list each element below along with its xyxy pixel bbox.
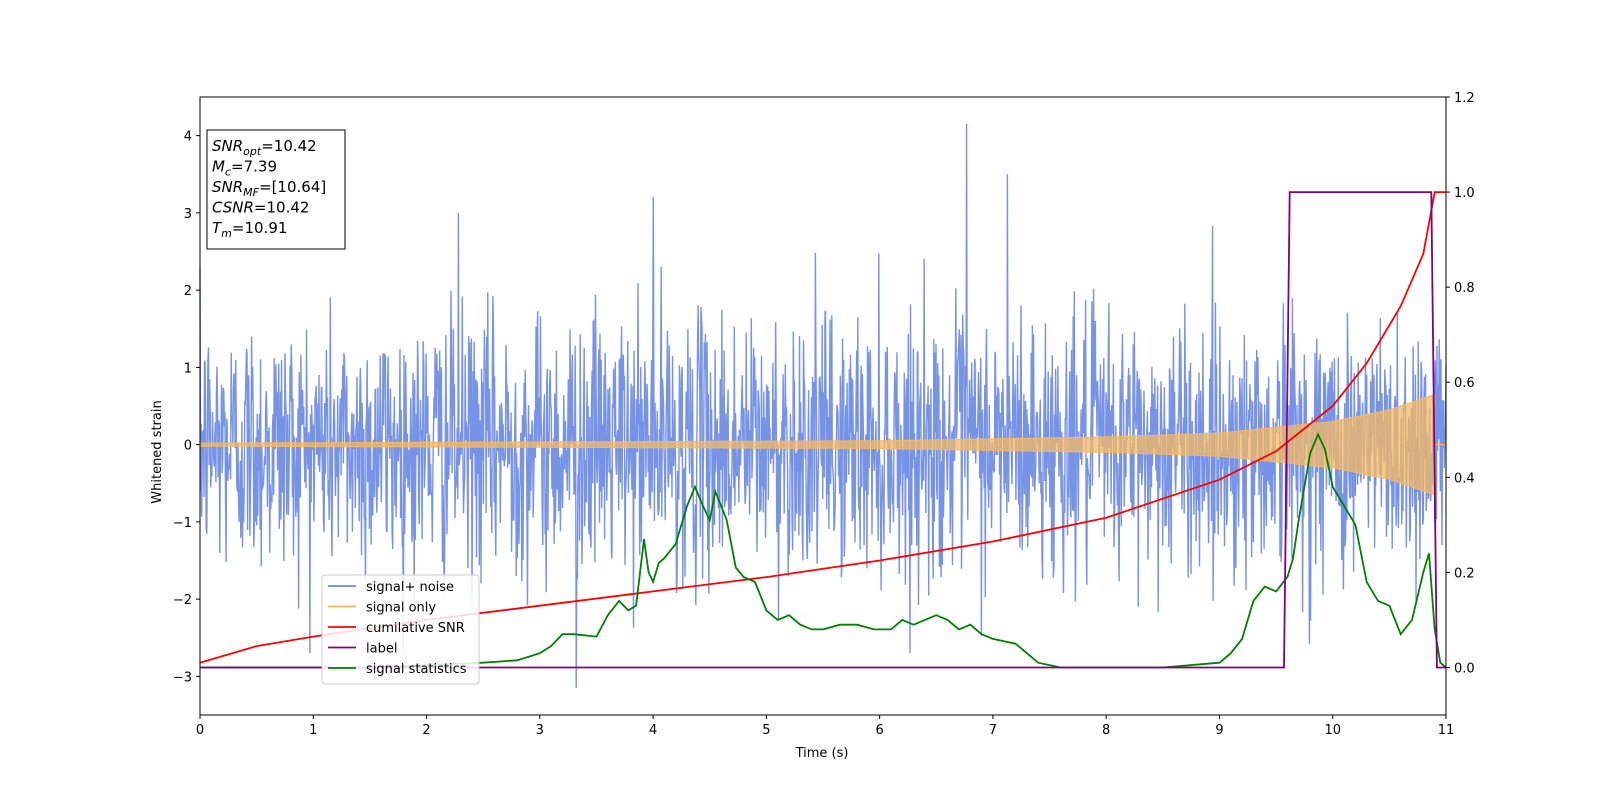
axes: 0 1 2 3 4 5 6 7 8 9 10 11 −3 −2 −1 0 1 2 3 4 0.0 0.2 0.4 0.6 0.8… — [173, 91, 1475, 738]
legend-label: signal statistics — [366, 662, 467, 677]
y-left-tick-label: 4 — [184, 130, 192, 145]
y-left-tick-label: 3 — [184, 207, 192, 222]
stats-annotation-box: SNRopt=10.42Mc=7.39SNRMF=[10.64]CSNR=10.… — [206, 129, 346, 250]
annotation-line: SNRopt=10.42 — [212, 137, 317, 158]
annotation-line: SNRMF=[10.64] — [212, 178, 326, 199]
y-right-tick-label: 0.4 — [1454, 471, 1475, 486]
x-tick-label: 1 — [309, 723, 317, 738]
x-tick-label: 4 — [649, 723, 657, 738]
x-tick-label: 6 — [875, 723, 883, 738]
legend: signal+ noise signal only cumilative SNR la… — [321, 574, 480, 685]
legend-label: cumilative SNR — [366, 621, 465, 636]
x-tick-label: 7 — [989, 723, 997, 738]
x-tick-label: 3 — [536, 723, 544, 738]
y-right-tick-label: 0.2 — [1454, 566, 1475, 581]
x-tick-label: 0 — [196, 723, 204, 738]
x-tick-label: 5 — [762, 723, 770, 738]
annotation-frame — [206, 129, 346, 250]
y-left-tick-label: −2 — [173, 593, 192, 608]
x-tick-label: 11 — [1438, 723, 1455, 738]
y-right-tick-label: 0.0 — [1454, 661, 1475, 676]
y-left-tick-label: −1 — [173, 516, 192, 531]
x-tick-label: 9 — [1215, 723, 1223, 738]
x-tick-label: 10 — [1324, 723, 1341, 738]
y-left-tick-label: 2 — [184, 284, 192, 299]
x-tick-label: 8 — [1102, 723, 1110, 738]
y-left-tick-label: −3 — [173, 670, 192, 685]
signal-statistics-line — [200, 432, 1447, 669]
y-axis-label: Whitened strain — [150, 400, 165, 503]
x-tick-label: 2 — [422, 723, 430, 738]
plot-frame — [199, 96, 1447, 716]
legend-label: label — [366, 642, 397, 657]
x-axis-label: Time (s) — [795, 746, 849, 761]
annotation-line: CSNR=10.42 — [212, 199, 309, 217]
legend-label: signal+ noise — [366, 580, 454, 595]
signal-noise-series — [199, 123, 1447, 689]
signal-noise-line — [199, 123, 1447, 689]
legend-label: signal only — [366, 601, 436, 616]
y-left-tick-label: 0 — [184, 439, 192, 454]
label-line — [200, 191, 1446, 669]
y-right-tick-label: 0.8 — [1454, 281, 1475, 296]
annotation-line: Tm=10.91 — [212, 219, 287, 240]
annotation-line: Mc=7.39 — [212, 158, 277, 179]
y-right-tick-label: 1.2 — [1454, 91, 1475, 106]
legend-frame — [321, 574, 480, 685]
y-right-tick-label: 0.6 — [1454, 376, 1475, 391]
y-left-tick-label: 1 — [184, 361, 192, 376]
y-right-tick-label: 1.0 — [1454, 186, 1475, 201]
